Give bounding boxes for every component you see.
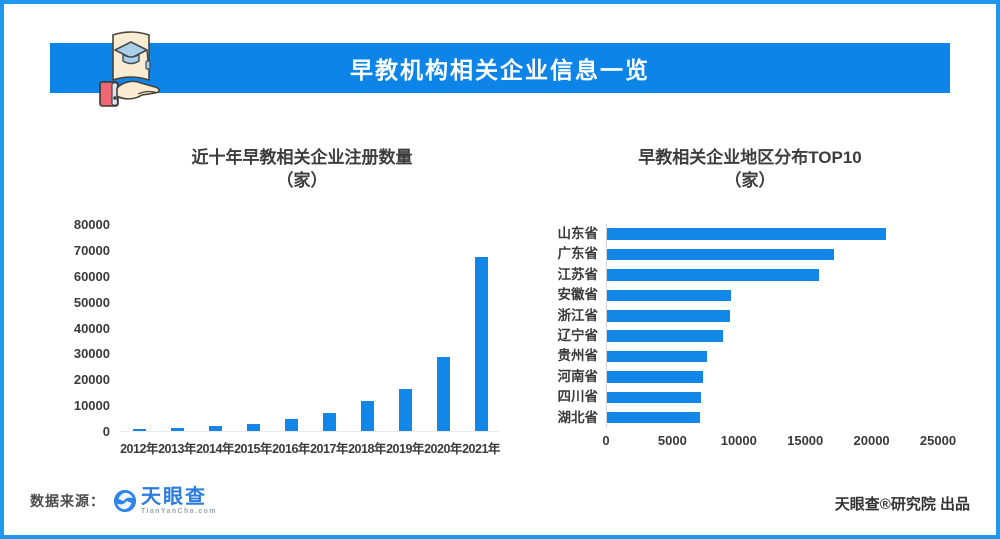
right-rows: 山东省广东省江苏省安徽省浙江省辽宁省贵州省河南省四川省湖北省 (530, 224, 970, 428)
x-tick-label: 25000 (919, 432, 957, 448)
tianyancha-eye-icon (113, 489, 137, 513)
y-tick-label: 70000 (73, 242, 110, 258)
registrations-chart: 0 10000 20000 30000 40000 50000 60000 70000 8000… (62, 217, 506, 457)
registrations-chart-section: 近十年早教相关企业注册数量 （家） 0 10000 20000 30000 40000 5… (62, 146, 506, 457)
category-label-广东省: 广东省 (557, 246, 599, 262)
bar-2020年 (436, 356, 450, 431)
regions-chart-section: 早教相关企业地区分布TOP10 （家） 山东省广东省江苏省安徽省浙江省辽宁省贵州… (530, 146, 970, 451)
bar-track (606, 407, 938, 428)
right-chart-unit: （家） (724, 171, 776, 190)
bar-2018年 (360, 401, 374, 431)
y-tick-label: 20000 (73, 372, 110, 388)
producer-credit: 天眼查®研究院 出品 (834, 496, 970, 513)
bar-2021年 (474, 257, 488, 431)
x-tick-label: 2013年 (158, 442, 196, 456)
bar-cell (272, 419, 310, 431)
x-tick-label: 2019年 (386, 442, 424, 456)
bar-cell (348, 401, 386, 431)
x-tick-label: 20000 (853, 432, 890, 448)
bar-track (606, 285, 938, 306)
bar-track (606, 305, 938, 326)
x-tick-label: 2018年 (348, 442, 386, 456)
y-tick-label: 10000 (73, 398, 110, 414)
bar-2015年 (246, 423, 260, 431)
y-tick-label: 40000 (73, 320, 110, 336)
left-chart-title: 近十年早教相关企业注册数量 (191, 148, 413, 167)
header-banner: 早教机构相关企业信息一览 (50, 43, 950, 93)
bar-山东省 (607, 228, 886, 240)
y-tick-label: 50000 (73, 294, 110, 310)
bar-辽宁省 (607, 330, 723, 342)
left-y-axis: 0 10000 20000 30000 40000 50000 60000 70000 8000… (62, 217, 112, 439)
category-label-辽宁省: 辽宁省 (557, 327, 599, 343)
x-tick-label: 2015年 (234, 442, 272, 456)
left-plot-area (120, 225, 500, 432)
bar-湖北省 (607, 411, 700, 424)
data-source-label: 数据来源： (30, 493, 105, 509)
bar-track (606, 325, 938, 347)
bar-河南省 (607, 371, 704, 383)
x-tick-label: 0 (602, 432, 610, 448)
bar-广东省 (607, 248, 835, 261)
category-label-四川省: 四川省 (557, 389, 599, 405)
bar-track (606, 366, 938, 388)
x-tick-label: 5000 (657, 432, 687, 448)
bar-track (606, 387, 938, 408)
bar-track (606, 264, 938, 286)
bar-cell (120, 428, 158, 431)
bar-2016年 (284, 419, 298, 431)
bar-cell (234, 423, 272, 431)
x-tick-label: 2017年 (310, 442, 348, 456)
category-label-江苏省: 江苏省 (557, 266, 599, 282)
bar-cell (462, 257, 500, 431)
right-x-axis: 0 5000 10000 15000 20000 25000 (602, 432, 956, 451)
data-source: 数据来源： 天眼查 TianYanCha.com (30, 487, 217, 515)
left-x-axis: 2012年 2013年 2014年 2015年 2016年 2017年 2018年 2019年… (120, 438, 500, 457)
x-tick-label: 2021年 (462, 442, 500, 456)
x-tick-label: 2012年 (120, 442, 158, 456)
bar-2019年 (398, 388, 412, 431)
bar-cell (424, 356, 462, 431)
x-tick-label: 2020年 (424, 442, 462, 456)
bar-track (606, 244, 938, 265)
bar-江苏省 (607, 269, 820, 281)
left-chart-unit: （家） (276, 171, 328, 190)
bar-track (606, 346, 938, 367)
bar-2013年 (170, 427, 184, 431)
bar-cell (386, 388, 424, 431)
y-tick-label: 60000 (73, 268, 110, 284)
regions-chart: 山东省广东省江苏省安徽省浙江省辽宁省贵州省河南省四川省湖北省 0 5000 1000… (530, 224, 970, 451)
right-chart-title: 早教相关企业地区分布TOP10 (638, 148, 862, 167)
category-label-河南省: 河南省 (557, 368, 599, 384)
hand-holding-graduation-card-icon (98, 28, 164, 112)
bar-安徽省 (607, 289, 731, 302)
bar-2012年 (132, 428, 146, 431)
bar-四川省 (607, 391, 702, 404)
x-tick-label: 10000 (720, 432, 757, 448)
bar-cell (310, 412, 348, 431)
bar-贵州省 (607, 350, 707, 363)
y-tick-label: 0 (102, 424, 110, 439)
x-tick-label: 2016年 (272, 442, 310, 456)
bar-track (606, 224, 938, 245)
bar-浙江省 (607, 310, 730, 322)
category-label-浙江省: 浙江省 (557, 307, 599, 323)
bar-cell (196, 426, 234, 431)
tianyancha-logo-subtext: TianYanCha.com (141, 508, 217, 515)
bar-2017年 (322, 412, 336, 431)
x-tick-label: 2014年 (196, 442, 234, 456)
x-tick-label: 15000 (787, 432, 824, 448)
y-tick-label: 80000 (73, 217, 110, 232)
page-title: 早教机构相关企业信息一览 (350, 57, 650, 83)
category-label-贵州省: 贵州省 (557, 348, 599, 364)
category-label-山东省: 山东省 (557, 226, 599, 241)
y-tick-label: 30000 (73, 346, 110, 362)
bar-cell (158, 427, 196, 431)
bar-2014年 (208, 426, 222, 431)
tianyancha-logo-text: 天眼查 (141, 486, 207, 508)
category-label-安徽省: 安徽省 (557, 287, 599, 303)
category-label-湖北省: 湖北省 (557, 409, 599, 425)
tianyancha-logo: 天眼查 TianYanCha.com (113, 487, 217, 515)
